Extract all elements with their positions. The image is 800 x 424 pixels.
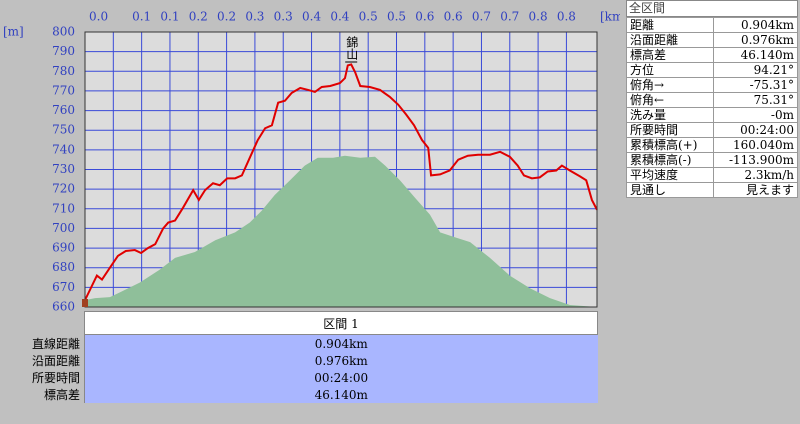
x-tick-label: 0.0 (89, 10, 108, 24)
panel-value: 2.3km/h (712, 167, 799, 183)
panel-value: 75.31° (712, 92, 799, 108)
panel-value: -0m (712, 107, 799, 123)
y-tick-label: 680 (52, 260, 75, 274)
panel-value: -113.900m (712, 152, 799, 168)
x-tick-label: 0.2 (189, 10, 208, 24)
panel-label: 累積標高(+) (626, 137, 714, 153)
x-tick-label: 0.1 (132, 10, 151, 24)
panel-title: 全区間 (626, 0, 798, 17)
panel-value: -75.31° (712, 77, 799, 93)
panel-row: 洗み量 -0m (626, 107, 799, 123)
start-marker (82, 299, 88, 307)
x-tick-label: 0.6 (444, 10, 463, 24)
panel-label: 所要時間 (626, 122, 714, 138)
y-tick-label: 690 (52, 241, 75, 255)
section-label: 直線距離 (31, 336, 80, 351)
y-tick-label: 670 (52, 280, 75, 294)
section-value: 00:24:00 (84, 369, 598, 386)
section-row: 沿面距離 0.976km (0, 352, 598, 369)
y-tick-label: 790 (52, 44, 75, 58)
x-tick-label: 0.8 (529, 10, 548, 24)
panel-label: 累積標高(-) (626, 152, 714, 168)
x-tick-label: 0.5 (359, 10, 378, 24)
section-label: 沿面距離 (31, 354, 80, 368)
panel-row: 俯角→ -75.31° (626, 77, 799, 93)
summary-table: 距離 0.904km 沿面距離 0.976km 標高差 46.140m 方位 94.21° 俯角… (626, 17, 799, 198)
y-tick-label: 800 (52, 25, 75, 39)
panel-row: 所要時間 00:24:00 (626, 122, 799, 138)
panel-label: 見通し (626, 182, 714, 198)
annotation: 錦山 (345, 35, 359, 60)
chart: [m] [km] 660 670 680 690 700 710 720 730 740 750 7… (3, 10, 620, 312)
panel-row: 累積標高(-) -113.900m (626, 152, 799, 168)
y-tick-label: 700 (52, 221, 75, 235)
y-tick-label: 730 (52, 162, 75, 176)
elevation-line (84, 63, 598, 301)
terrain-area (85, 155, 597, 307)
section-row: 標高差 46.140m (0, 386, 598, 403)
panel-row: 標高差 46.140m (626, 47, 799, 63)
y-tick-label: 780 (52, 64, 75, 78)
y-tick-label: 750 (52, 123, 75, 137)
y-tick-label: 740 (52, 142, 75, 156)
panel-row: 方位 94.21° (626, 62, 799, 78)
panel-label: 平均速度 (626, 167, 714, 183)
y-tick-label: 720 (52, 182, 75, 196)
y-tick-label: 660 (52, 300, 75, 312)
panel-row: 平均速度 2.3km/h (626, 167, 799, 183)
x-tick-label: 0.4 (302, 10, 321, 24)
section-value: 0.904km (84, 334, 598, 352)
panel-value: 0.904km (712, 17, 799, 33)
panel-value: 00:24:00 (712, 122, 799, 138)
panel-row: 距離 0.904km (626, 17, 799, 33)
section-value: 46.140m (84, 386, 598, 403)
x-unit: [km] (600, 10, 620, 24)
section-label: 標高差 (43, 388, 80, 402)
section-value: 0.976km (84, 352, 598, 369)
x-tick-label: 0.6 (415, 10, 434, 24)
x-tick-label: 0.2 (217, 10, 236, 24)
x-tick-label: 0.8 (557, 10, 576, 24)
x-tick-label: 0.7 (500, 10, 519, 24)
x-tick-label: 0.1 (160, 10, 179, 24)
section-row: 直線距離 0.904km (0, 334, 598, 352)
y-tick-label: 770 (52, 83, 75, 97)
panel-value: 94.21° (712, 62, 799, 78)
panel-value: 0.976km (712, 32, 799, 48)
section-label: 所要時間 (31, 371, 80, 385)
section-title: 区間 1 (84, 311, 598, 335)
plot-border (84, 31, 598, 308)
panel-label: 俯角→ (626, 77, 714, 93)
x-tick-label: 0.3 (274, 10, 293, 24)
panel-label: 標高差 (626, 47, 714, 63)
panel-row: 沿面距離 0.976km (626, 32, 799, 48)
y-unit: [m] (3, 25, 24, 39)
panel-row: 俯角← 75.31° (626, 92, 799, 108)
y-tick-label: 710 (52, 201, 75, 215)
panel-value: 160.040m (712, 137, 799, 153)
x-tick-label: 0.5 (387, 10, 406, 24)
panel-label: 洗み量 (626, 107, 714, 123)
y-tick-label: 760 (52, 103, 75, 117)
panel-label: 沿面距離 (626, 32, 714, 48)
panel-row: 累積標高(+) 160.040m (626, 137, 799, 153)
section-row: 所要時間 00:24:00 (0, 369, 598, 386)
section-table: 区間 1 直線距離 0.904km 沿面距離 0.976km 所要時間 00:24:00 標… (0, 311, 598, 403)
panel-label: 距離 (626, 17, 714, 33)
x-tick-label: 0.4 (330, 10, 349, 24)
panel-label: 俯角← (626, 92, 714, 108)
x-tick-label: 0.3 (245, 10, 264, 24)
panel-value: 見えます (712, 182, 799, 198)
x-tick-label: 0.7 (472, 10, 491, 24)
panel-row: 見通し 見えます (626, 182, 799, 198)
section-grid: 区間 1 直線距離 0.904km 沿面距離 0.976km 所要時間 00:24:00 標… (0, 311, 598, 403)
summary-panel: 全区間 距離 0.904km 沿面距離 0.976km 標高差 46.140m 方位 94.2… (626, 0, 799, 198)
panel-label: 方位 (626, 62, 714, 78)
panel-value: 46.140m (712, 47, 799, 63)
